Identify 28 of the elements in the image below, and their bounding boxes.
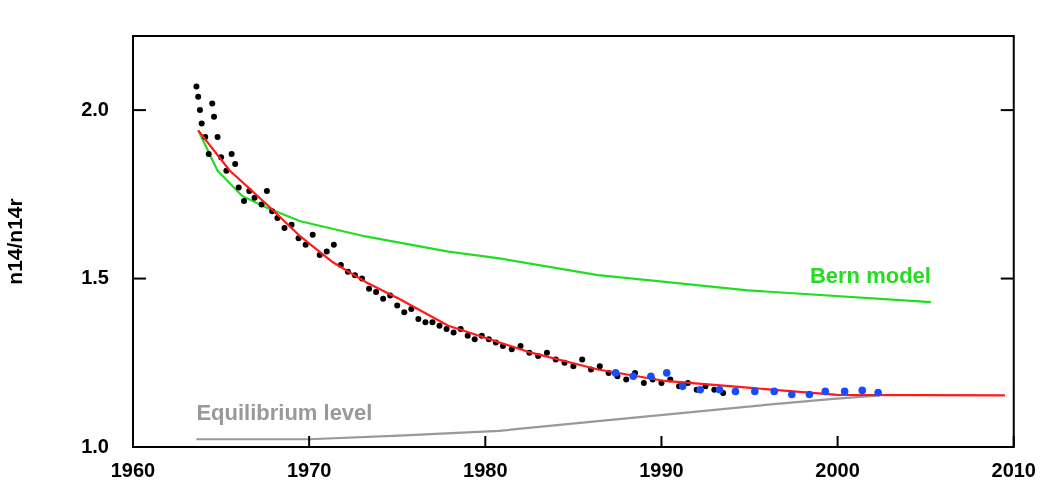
x-tick-label: 2000 [815,458,860,481]
point [770,387,778,396]
x-tick-label: 2010 [991,458,1036,481]
point [662,369,671,377]
point [696,385,705,394]
point [821,387,830,396]
series-label: Bern model [809,263,931,289]
point [874,388,882,397]
point [629,372,638,381]
x-tick-label: 1980 [463,458,508,481]
point [805,390,814,399]
y-tick-label: 1.0 [81,434,109,457]
point [678,382,687,391]
point [751,387,759,396]
point [611,369,620,377]
series-label: Equilibrium level [196,400,373,426]
y-tick-label: 1.5 [81,266,109,289]
point [715,385,724,394]
x-tick-label: 1970 [286,458,332,481]
point [647,372,655,381]
point [858,386,867,395]
y-axis-title: n14/n14r [3,198,27,285]
point [731,387,740,396]
x-tick-label: 1990 [639,458,684,481]
y-tick-label: 2.0 [81,97,109,120]
point [840,387,849,396]
x-tick-label: 1960 [110,458,156,481]
point [788,390,796,399]
